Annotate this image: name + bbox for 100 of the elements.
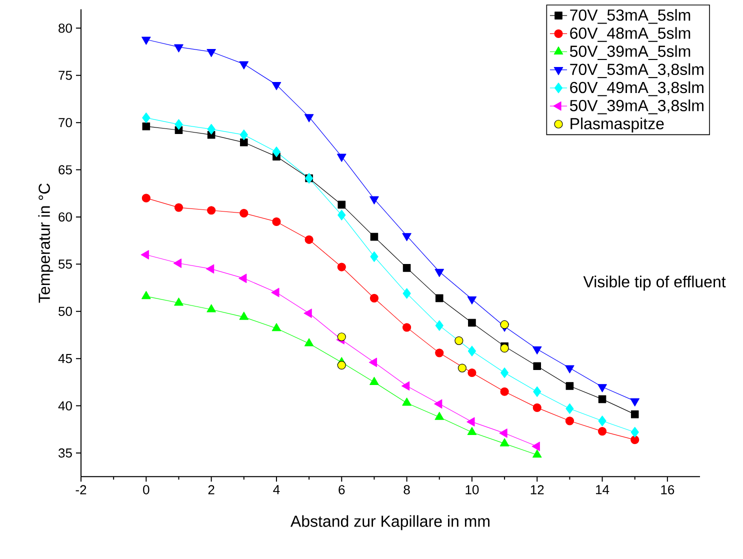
point	[370, 294, 379, 302]
point	[500, 387, 509, 396]
point	[142, 290, 151, 300]
x-tick-label: 6	[338, 485, 345, 494]
point	[206, 264, 214, 274]
point	[272, 323, 282, 332]
legend-label: 50V_39mA_3,8slm	[570, 99, 704, 114]
point	[174, 44, 184, 52]
x-tick-label: -2	[76, 485, 86, 494]
point	[598, 416, 606, 426]
point	[206, 48, 216, 58]
point	[368, 358, 378, 367]
point	[338, 210, 346, 220]
x-axis-title: Abstand zur Kapillare in mm	[290, 515, 490, 530]
point	[401, 381, 410, 391]
point	[532, 450, 542, 458]
point	[565, 365, 574, 374]
x-tick-label: 4	[273, 485, 280, 494]
legend-label: 50V_39mA_5slm	[570, 45, 690, 60]
point	[304, 338, 314, 346]
point	[500, 320, 509, 329]
point	[174, 119, 183, 130]
y-tick-label: 80	[58, 24, 72, 33]
point	[533, 362, 542, 370]
y-tick-label: 40	[58, 401, 72, 410]
point	[370, 232, 378, 241]
point	[272, 146, 281, 158]
point	[566, 403, 574, 414]
point	[533, 386, 542, 397]
legend-label: 70V_53mA_3,8slm	[570, 63, 704, 78]
point	[337, 154, 346, 162]
point	[435, 348, 444, 358]
point	[239, 61, 249, 70]
point	[630, 435, 640, 444]
point	[370, 376, 379, 385]
point	[239, 312, 249, 320]
annotation: Visible tip of effluent	[583, 276, 726, 291]
point	[468, 318, 476, 327]
point	[630, 398, 640, 406]
point	[271, 288, 280, 298]
x-tick-label: 14	[596, 485, 610, 494]
point	[272, 217, 281, 226]
y-tick-label: 55	[58, 260, 72, 269]
point	[207, 206, 216, 215]
point	[630, 426, 639, 438]
point	[598, 395, 606, 404]
y-tick-label: 45	[58, 354, 72, 364]
point	[435, 294, 444, 302]
point	[370, 251, 378, 262]
point	[458, 364, 466, 372]
point	[238, 274, 247, 283]
point	[500, 438, 510, 446]
point	[435, 320, 444, 331]
point	[434, 412, 444, 420]
point	[454, 336, 464, 345]
point	[468, 346, 476, 356]
point	[500, 344, 509, 353]
point	[468, 368, 476, 378]
point	[338, 200, 346, 209]
legend-label: 60V_48mA_5slm	[570, 27, 690, 42]
y-tick-label: 65	[58, 165, 72, 174]
point	[174, 298, 184, 306]
point	[434, 399, 442, 409]
point	[174, 203, 184, 212]
point	[402, 233, 412, 242]
point	[370, 196, 379, 204]
point	[434, 268, 444, 278]
point	[173, 258, 182, 268]
point	[304, 235, 314, 244]
x-tick-label: 12	[530, 485, 544, 494]
point	[304, 308, 312, 318]
point	[142, 194, 150, 202]
point	[240, 138, 248, 146]
point	[500, 367, 509, 378]
point	[272, 82, 282, 90]
y-tick-label: 35	[58, 448, 72, 458]
x-tick-label: 0	[143, 485, 150, 494]
point	[206, 304, 216, 312]
point	[402, 398, 412, 406]
point	[240, 130, 248, 140]
point	[598, 426, 607, 436]
point	[337, 360, 346, 370]
legend-label: Plasmaspitze	[570, 118, 664, 132]
point	[304, 114, 314, 122]
point	[402, 264, 411, 272]
point	[532, 403, 542, 412]
legend-label: 70V_53mA_5slm	[570, 9, 690, 24]
point	[140, 250, 149, 260]
x-tick-label: 16	[661, 485, 674, 494]
point	[142, 112, 150, 124]
point	[337, 262, 346, 272]
point	[207, 124, 216, 134]
point	[466, 417, 475, 426]
point	[337, 332, 346, 342]
y-tick-label: 70	[58, 118, 72, 128]
point	[565, 416, 574, 426]
y-tick-label: 75	[58, 70, 72, 80]
point	[499, 428, 508, 438]
point	[240, 208, 248, 218]
point	[467, 426, 477, 436]
